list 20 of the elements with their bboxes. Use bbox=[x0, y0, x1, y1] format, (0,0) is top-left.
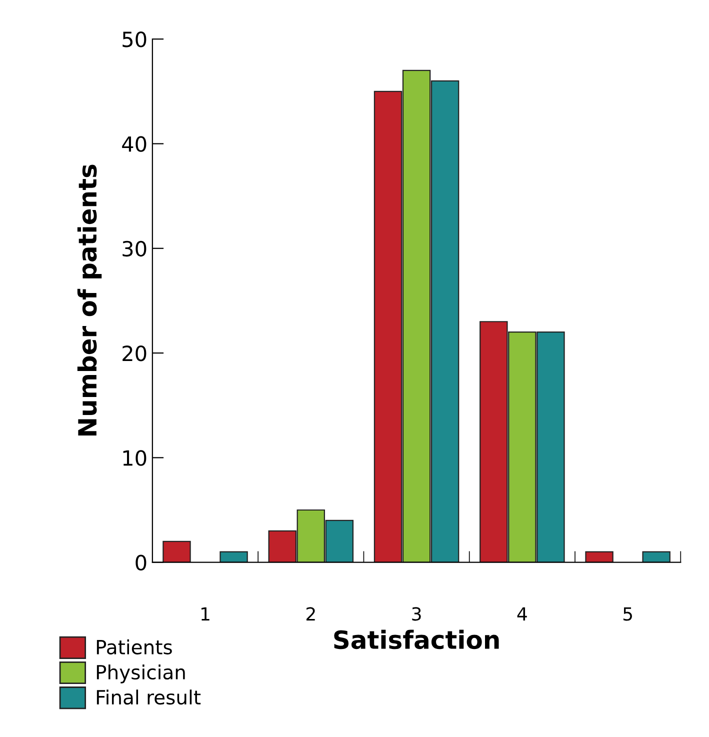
legend-label: Patients bbox=[96, 639, 172, 654]
y-tick-label: 40 bbox=[122, 136, 146, 152]
y-tick-label: 30 bbox=[122, 240, 146, 257]
y-tick-label: 20 bbox=[122, 345, 146, 362]
y-tick-label: 50 bbox=[122, 32, 146, 48]
y-tick-label: 0 bbox=[136, 554, 146, 571]
x-tick-label: 2 bbox=[306, 607, 315, 620]
bar bbox=[585, 551, 614, 562]
x-axis-title: Satisfaction bbox=[334, 630, 499, 650]
y-tick-label: 10 bbox=[123, 450, 146, 466]
x-tick-label: 4 bbox=[517, 607, 527, 620]
bar bbox=[162, 540, 191, 562]
bar bbox=[220, 551, 248, 562]
bar bbox=[642, 551, 670, 562]
x-tick-label: 3 bbox=[412, 607, 421, 621]
legend-label: Final result bbox=[96, 690, 201, 705]
x-tick-label: 1 bbox=[201, 607, 210, 620]
y-axis-title: Number of patients bbox=[77, 164, 102, 436]
x-tick-label: 5 bbox=[623, 607, 632, 621]
legend-label: Physician bbox=[96, 664, 185, 684]
